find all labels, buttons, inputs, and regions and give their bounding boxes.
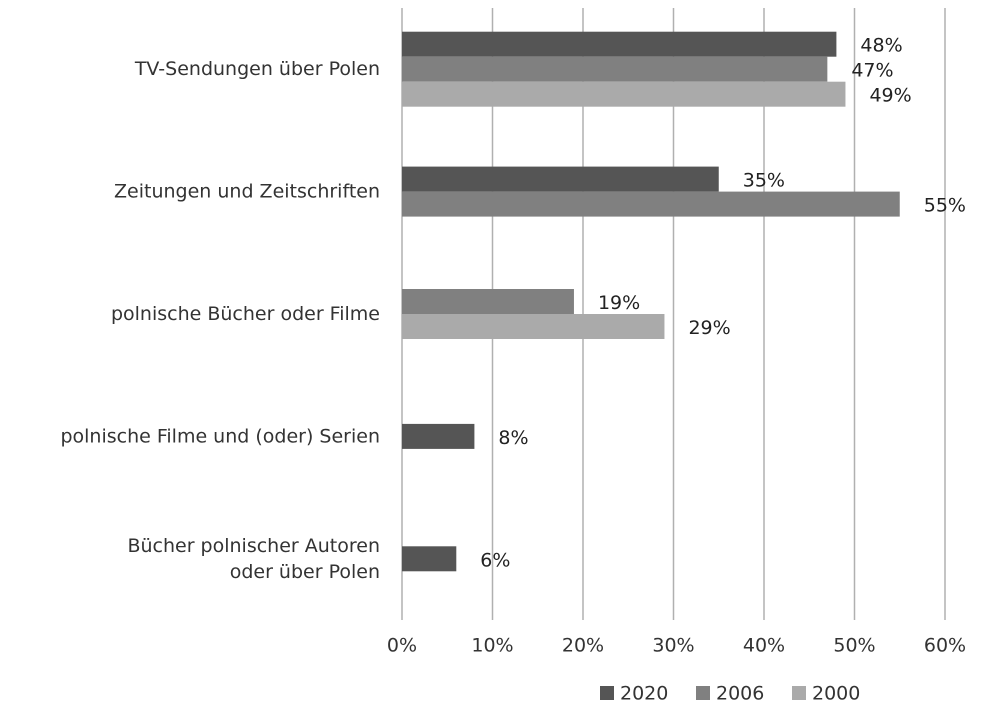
legend-label: 2006 [716, 683, 764, 705]
y-tick-label: TV-Sendungen über Polen [134, 58, 380, 80]
x-tick-label: 50% [833, 635, 875, 657]
data-label: 35% [743, 170, 785, 192]
legend-swatch [696, 686, 710, 700]
x-tick-label: 60% [924, 635, 966, 657]
bar [402, 56, 828, 82]
legend-label: 2020 [620, 683, 668, 705]
data-label: 6% [480, 549, 510, 571]
legend-swatch [792, 686, 806, 700]
data-label: 47% [851, 60, 893, 82]
x-tick-label: 30% [652, 635, 694, 657]
bar [402, 546, 457, 572]
y-tick-label: polnische Filme und (oder) Serien [60, 425, 380, 447]
data-label: 8% [498, 427, 528, 449]
x-tick-label: 40% [743, 635, 785, 657]
y-tick-label: Bücher polnischer Autoren oder über Polen [127, 534, 380, 582]
bar [402, 423, 475, 449]
data-label: 49% [869, 85, 911, 107]
data-label: 55% [924, 195, 966, 217]
bar [402, 191, 900, 217]
data-label: 48% [860, 35, 902, 57]
x-tick-label: 20% [562, 635, 604, 657]
bar [402, 314, 665, 339]
x-tick-label: 10% [471, 635, 513, 657]
y-tick-label: polnische Bücher oder Filme [111, 303, 380, 325]
legend-label: 2000 [812, 683, 860, 705]
y-tick-label: Zeitungen und Zeitschriften [114, 180, 380, 202]
legend-swatch [600, 686, 614, 700]
bar [402, 81, 846, 107]
data-label: 19% [598, 292, 640, 314]
bar [402, 166, 719, 192]
x-tick-label: 0% [387, 635, 417, 657]
data-label: 29% [688, 317, 730, 339]
bar [402, 31, 837, 57]
bar [402, 289, 574, 314]
